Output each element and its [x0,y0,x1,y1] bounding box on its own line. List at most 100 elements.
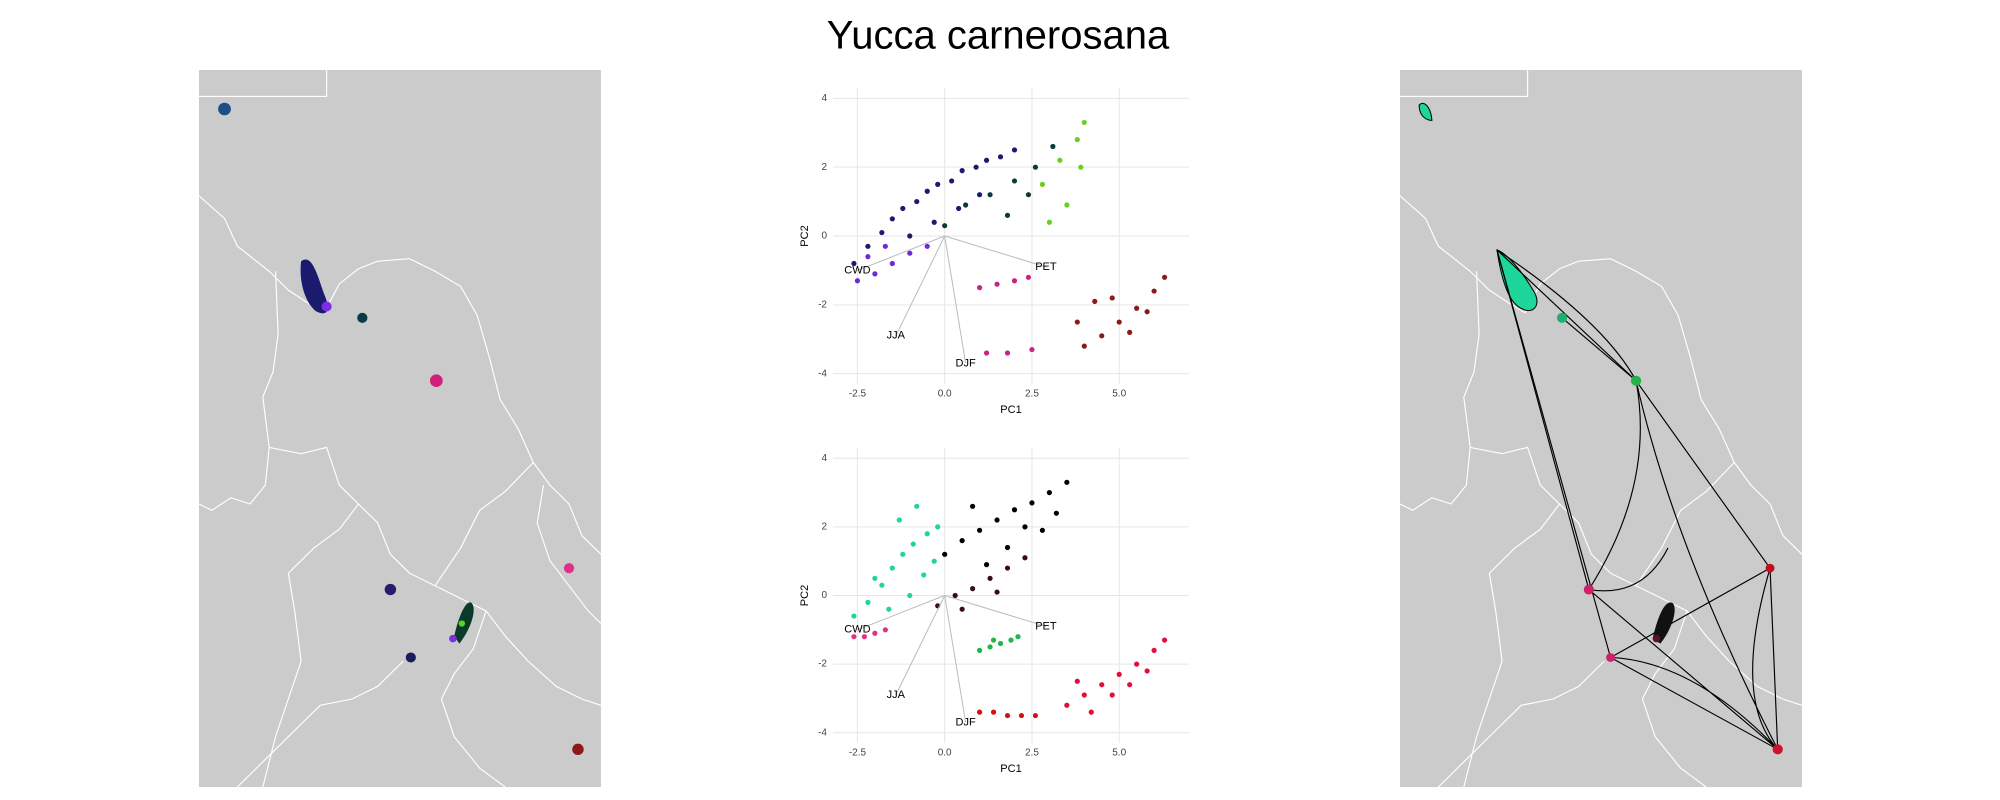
x-tick-label: -2.5 [849,389,867,400]
y-tick-label: 0 [821,231,827,242]
scatter-point [1074,678,1080,684]
scatter-point [1151,647,1157,653]
map-point [572,743,584,755]
scatter-point [872,575,878,581]
scatter-point [910,541,916,547]
map-border [262,503,359,788]
annotation-line [944,235,967,364]
scatter-point [872,271,878,277]
map-cluster [1496,249,1538,312]
scatter-point [861,634,868,640]
map-border [198,271,279,511]
annotation: JJA [887,689,906,701]
map-point [563,563,575,574]
scatter-point [987,192,993,198]
scatter-point [1134,305,1140,311]
scatter-point [1011,147,1018,153]
scatter-point [851,613,857,619]
scatter-point [1161,274,1168,280]
scatter-point [931,219,937,225]
map-point [357,312,368,323]
scatter-point [1039,527,1046,533]
annotation-line [895,235,946,337]
map-background [1400,70,1802,788]
scatter-point [976,285,983,291]
scatter-point [963,202,969,208]
x-axis-label: PC1 [1000,404,1021,416]
x-tick-label: 0.0 [938,389,952,400]
scatter-point [1081,692,1087,698]
x-tick-label: 2.5 [1025,389,1039,400]
map-border [1437,660,1605,788]
scatter-point [956,205,962,212]
x-tick-label: 5.0 [1112,389,1126,400]
scatter-point [924,188,930,194]
y-tick-label: 4 [821,93,827,104]
scatter-point [1050,143,1056,150]
scatter-point [952,592,958,599]
scatter-point [851,634,857,640]
scatter-point [994,281,1000,287]
scatter-point [959,606,965,612]
map-cluster [1418,102,1433,121]
scatter-point [1144,309,1150,315]
scatter-point [942,551,948,557]
scatter-point [1109,295,1115,301]
scatter-point [907,233,913,239]
annotation: CWD [844,264,870,276]
scatter-point [942,223,948,229]
scatter-point [935,181,941,187]
scatter-point [1064,202,1070,208]
y-tick-label: 2 [821,162,827,173]
map-point [405,652,416,663]
scatter-point [1109,692,1115,698]
scatter-point [900,551,906,557]
scatter-point [865,243,871,249]
scatter-point [1039,181,1046,187]
scatter-point [1029,500,1035,506]
scatter-point [886,606,892,612]
scatter-point [1099,682,1105,688]
annotation-line [857,235,945,271]
scatter-point [1064,702,1070,708]
annotation: PET [1035,620,1057,632]
scatter-point [1127,682,1133,688]
scatter-point [1011,507,1018,513]
scatter-point [854,278,861,284]
scatter-point [914,503,920,509]
annotation: DJF [956,716,976,728]
scatter-point [889,565,895,571]
scatter-point [879,582,885,588]
map-point [218,102,231,116]
scatter-point [907,250,913,256]
y-tick-label: -2 [818,299,827,310]
scatter-point [994,517,1000,523]
x-tick-label: -2.5 [849,748,867,759]
y-tick-label: -4 [818,368,827,379]
scatter-point [1134,661,1140,667]
scatter-point [889,216,895,222]
map-point [321,301,332,312]
annotation-line [944,235,1047,268]
scatter-point [1015,634,1021,640]
scatter-point [997,154,1004,160]
map-border [1400,70,1529,97]
scatter-point [970,503,976,509]
scatter-point [1004,350,1011,356]
left-map [198,70,602,788]
scatter-point [851,260,857,267]
scatter-point [1025,192,1032,198]
scatter-point [1057,157,1063,163]
scatter-point [924,531,930,537]
scatter-point [1081,119,1087,126]
x-tick-label: 2.5 [1025,748,1039,759]
scatter-point [1022,524,1028,530]
map-cluster [1652,602,1675,644]
scatter-point [1022,555,1028,561]
scatter-point [1099,333,1105,339]
scatter-point [1092,298,1098,304]
scatter-point [1032,164,1039,170]
y-tick-label: -4 [818,727,827,738]
scatter-point [1053,510,1059,516]
scatter-point [935,524,941,530]
